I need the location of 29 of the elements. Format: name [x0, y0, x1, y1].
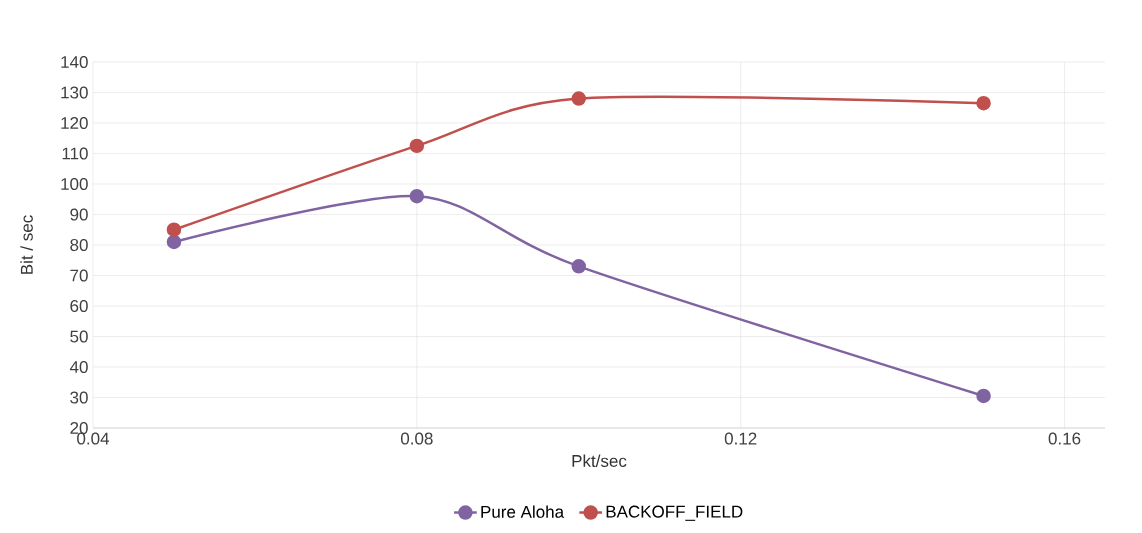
- y-tick-label: 100: [61, 177, 88, 191]
- y-tick-label: 60: [70, 299, 88, 313]
- point: [976, 95, 991, 111]
- y-tick-label: 20: [70, 421, 88, 435]
- point: [409, 138, 425, 154]
- point: [166, 234, 182, 250]
- y-tick-label: 70: [70, 269, 88, 282]
- y-tick-label: 30: [70, 391, 88, 404]
- y-tick-label: 120: [61, 116, 88, 130]
- legend-label: Pure Aloha: [481, 505, 565, 518]
- y-tick-label: 40: [69, 360, 88, 374]
- x-tick-label: 0.04: [77, 432, 110, 445]
- point: [166, 222, 182, 237]
- point: [409, 188, 425, 204]
- legend-label: BACKOFF_FIELD: [606, 505, 743, 521]
- point: [571, 91, 587, 106]
- y-tick-label: 130: [61, 86, 88, 99]
- x-axis-title: Pkt/sec: [572, 454, 627, 467]
- y-tick-label: 140: [61, 55, 88, 69]
- point: [976, 388, 991, 404]
- y-axis-title: Bit / sec: [20, 215, 33, 274]
- x-tick-label: 0.08: [400, 432, 433, 445]
- y-tick-label: 90: [70, 208, 88, 221]
- x-tick-label: 0.12: [724, 432, 757, 445]
- point: [571, 259, 587, 274]
- y-tick-label: 80: [70, 238, 88, 252]
- y-tick-label: 110: [62, 147, 88, 160]
- x-tick-label: 0.16: [1048, 432, 1081, 445]
- y-tick-label: 50: [70, 330, 88, 343]
